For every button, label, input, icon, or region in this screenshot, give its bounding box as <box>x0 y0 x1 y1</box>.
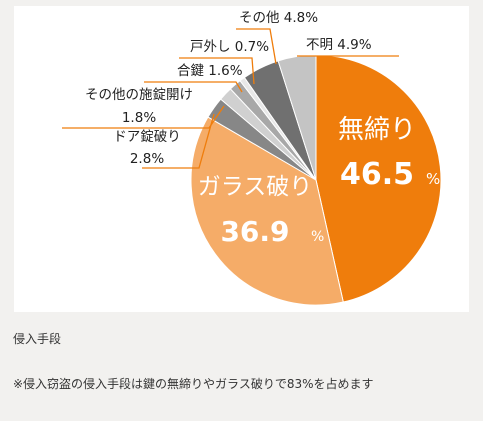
chart-figure: 無締り 46.5% ガラス破り 36.9% ドア錠破り 2.8% その他の施錠開け 1.8% 合… <box>14 6 469 312</box>
leader-line-4 <box>144 81 243 93</box>
callout-label-4: 合鍵 1.6% <box>177 63 243 79</box>
slice-label-1: ガラス破り <box>198 174 313 200</box>
callout-label-7: 不明 4.9% <box>306 37 372 53</box>
pie-slice-7 <box>277 54 317 181</box>
leader-line-3 <box>62 105 225 129</box>
slice-unit-0: % <box>426 170 440 188</box>
slice-value-0: 46.5 <box>340 157 414 192</box>
pie-chart: 無締り 46.5 % ガラス破り 36.9 % ドア錠破り 2.8% その他の施錠開け 1.8% 合… <box>62 10 442 306</box>
pie-slice-1 <box>190 116 344 306</box>
slice-unit-1: % <box>311 229 324 245</box>
callout-label-3-0: その他の施錠開け <box>85 87 193 103</box>
callout-label-3-1: 1.8% <box>122 110 156 126</box>
leader-line-5 <box>179 57 255 85</box>
callout-label-5: 戸外し 0.7% <box>190 39 269 55</box>
chart-caption: 侵入手段 <box>13 332 62 346</box>
leader-line-2 <box>142 113 215 169</box>
pie-slice-0 <box>315 54 442 303</box>
chart-note: ※侵入窃盗の侵入手段は鍵の無締りやガラス破りで83%を占めます <box>13 377 374 391</box>
callout-label-2-0: ドア錠破り <box>113 129 181 145</box>
leader-line-6 <box>236 28 277 65</box>
callout-label-6: その他 4.8% <box>239 10 318 26</box>
callout-label-2-1: 2.8% <box>130 151 164 167</box>
slice-value-1: 36.9 <box>220 215 289 248</box>
slice-label-0: 無締り <box>338 115 416 145</box>
